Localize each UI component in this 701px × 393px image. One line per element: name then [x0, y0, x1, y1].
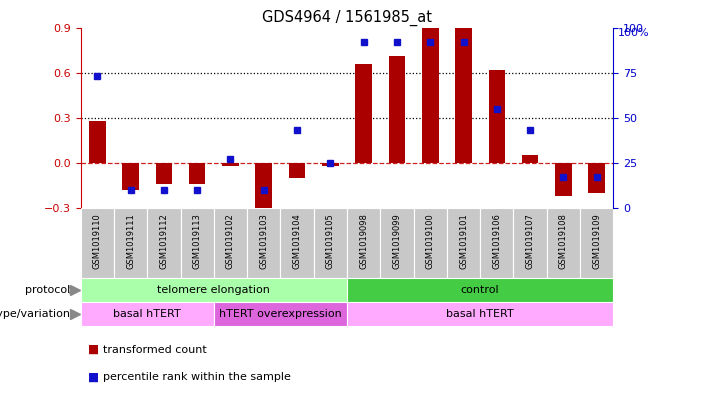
Text: GSM1019103: GSM1019103 — [259, 213, 268, 270]
Bar — [555, 163, 572, 196]
Bar — [447, 208, 480, 278]
Text: ■: ■ — [88, 371, 99, 384]
Text: GSM1019100: GSM1019100 — [426, 213, 435, 269]
Bar — [514, 208, 547, 278]
Bar — [289, 163, 306, 178]
Bar — [355, 64, 372, 163]
Text: protocol: protocol — [25, 285, 70, 295]
Text: GSM1019113: GSM1019113 — [193, 213, 202, 270]
Text: GSM1019101: GSM1019101 — [459, 213, 468, 269]
Text: ■: ■ — [88, 343, 99, 356]
Bar — [388, 56, 405, 163]
Bar — [547, 208, 580, 278]
Text: percentile rank within the sample: percentile rank within the sample — [103, 372, 291, 382]
Bar — [214, 302, 347, 326]
Text: GSM1019104: GSM1019104 — [292, 213, 301, 269]
Bar — [322, 163, 339, 166]
Bar — [222, 163, 239, 166]
Text: GSM1019107: GSM1019107 — [526, 213, 535, 270]
Text: basal hTERT: basal hTERT — [447, 309, 514, 319]
Bar — [347, 208, 381, 278]
Text: hTERT overexpression: hTERT overexpression — [219, 309, 342, 319]
Bar — [214, 208, 247, 278]
Text: basal hTERT: basal hTERT — [114, 309, 181, 319]
Text: GSM1019109: GSM1019109 — [592, 213, 601, 269]
Text: GSM1019106: GSM1019106 — [492, 213, 501, 270]
Bar — [114, 208, 147, 278]
Bar — [422, 28, 439, 163]
Bar — [147, 208, 181, 278]
Text: genotype/variation: genotype/variation — [0, 309, 70, 319]
Bar — [255, 163, 272, 211]
Text: GSM1019108: GSM1019108 — [559, 213, 568, 270]
Bar — [81, 278, 347, 302]
Bar — [89, 121, 106, 163]
Text: 100%: 100% — [618, 28, 649, 37]
Bar — [580, 208, 613, 278]
Bar — [280, 208, 314, 278]
Bar — [347, 302, 613, 326]
Text: GSM1019098: GSM1019098 — [359, 213, 368, 270]
Text: telomere elongation: telomere elongation — [157, 285, 271, 295]
Bar — [156, 163, 172, 184]
Text: GSM1019112: GSM1019112 — [159, 213, 168, 269]
Bar — [247, 208, 280, 278]
Bar — [314, 208, 347, 278]
Text: GSM1019099: GSM1019099 — [393, 213, 402, 269]
Text: GSM1019102: GSM1019102 — [226, 213, 235, 269]
Bar — [122, 163, 139, 190]
Bar — [588, 163, 605, 193]
Bar — [381, 208, 414, 278]
Bar — [81, 208, 114, 278]
Bar — [522, 155, 538, 163]
Bar — [81, 302, 214, 326]
Bar — [347, 278, 613, 302]
Text: GSM1019110: GSM1019110 — [93, 213, 102, 269]
Bar — [489, 70, 505, 163]
Text: control: control — [461, 285, 500, 295]
Bar — [181, 208, 214, 278]
Text: GSM1019111: GSM1019111 — [126, 213, 135, 269]
Text: GSM1019105: GSM1019105 — [326, 213, 335, 269]
Title: GDS4964 / 1561985_at: GDS4964 / 1561985_at — [262, 10, 432, 26]
Bar — [455, 28, 472, 163]
Bar — [189, 163, 205, 184]
Bar — [414, 208, 447, 278]
Text: transformed count: transformed count — [103, 345, 207, 355]
Bar — [480, 208, 513, 278]
